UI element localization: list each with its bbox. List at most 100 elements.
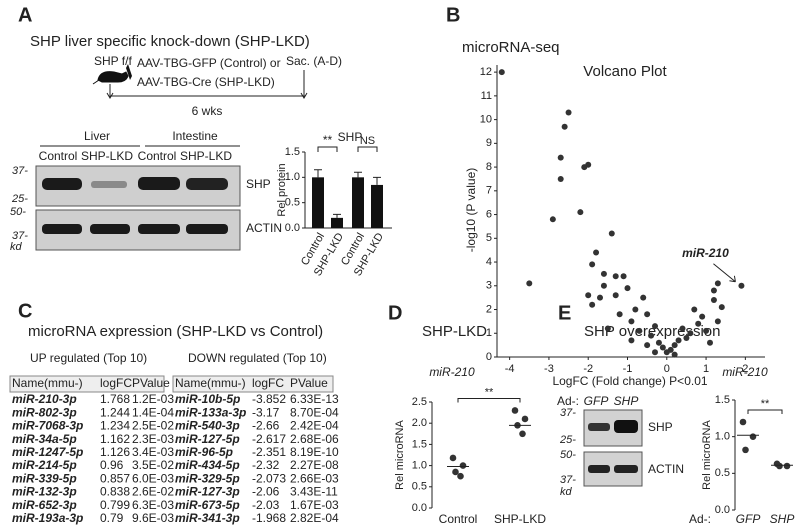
scheme-treatment: AAV-TBG-Cre (SHP-LKD)	[137, 75, 275, 89]
point	[612, 273, 619, 280]
table-cell: 9.6E-03	[132, 511, 174, 525]
y-tick-label: 0.5	[285, 197, 300, 209]
error-bar	[314, 169, 322, 178]
error-bar	[333, 213, 341, 218]
table-cell: 1.162	[100, 432, 130, 446]
table-cell: miR-34a-5p	[12, 432, 77, 446]
table-header-cell: PValue	[132, 376, 170, 390]
point	[616, 311, 623, 318]
table-cell: miR-1247-5p	[12, 445, 83, 459]
table-cell: 3.5E-02	[132, 458, 174, 472]
point	[644, 311, 651, 318]
table-cell: 0.799	[100, 498, 130, 512]
point	[667, 346, 674, 353]
table-cell: -2.351	[252, 445, 286, 459]
band	[588, 423, 610, 431]
bracket	[747, 409, 783, 414]
marker: 37-	[12, 230, 28, 242]
table-cell: -3.852	[252, 392, 286, 406]
panel-title: SHP liver specific knock-down (SHP-LKD)	[30, 33, 310, 50]
table-cell: 1.234	[100, 419, 130, 433]
marker: 50-	[560, 449, 576, 461]
table-cell: 1.768	[100, 392, 130, 406]
panel-label: D	[388, 302, 402, 324]
table-cell: miR-339-5p	[12, 471, 77, 485]
y-tick-label: 10	[480, 114, 492, 126]
point	[710, 297, 717, 304]
table-title: UP regulated (Top 10)	[30, 351, 147, 365]
table-cell: miR-10b-5p	[175, 392, 240, 406]
annotation: **	[323, 133, 333, 147]
table-cell: miR-210-3p	[12, 392, 77, 406]
table-cell: 2.68E-06	[290, 432, 339, 446]
unit: kd	[10, 241, 23, 253]
point	[640, 294, 647, 301]
y-tick-label: 2.0	[412, 417, 427, 429]
point	[644, 342, 651, 349]
table-cell: 0.857	[100, 471, 130, 485]
y-tick-label: 9	[486, 137, 492, 149]
table-header-cell: logFC	[252, 376, 284, 390]
point	[652, 349, 658, 356]
y-axis-label: Rel microRNA	[701, 420, 713, 490]
point	[457, 472, 464, 480]
x-tick-label: SHP-LKD	[494, 512, 546, 526]
bracket	[317, 146, 378, 152]
point	[636, 327, 643, 334]
table-cell: 2.6E-02	[132, 485, 174, 499]
table-cell: -2.617	[252, 432, 286, 446]
point	[589, 301, 596, 308]
table-cell: 1.2E-03	[132, 392, 174, 406]
scheme-end: Sac. (A-D)	[286, 54, 342, 68]
point	[620, 273, 627, 280]
point	[511, 407, 519, 414]
y-tick-label: 1.5	[285, 146, 300, 158]
table-cell: miR-193a-3p	[12, 511, 83, 525]
point	[671, 351, 678, 358]
band-label: SHP	[246, 177, 271, 191]
table-cell: miR-132-3p	[12, 485, 77, 499]
y-tick-label: 8	[486, 161, 492, 173]
point	[557, 154, 564, 161]
chart-title: Volcano Plot	[583, 63, 667, 80]
point	[652, 323, 658, 330]
table-cell: miR-127-5p	[175, 432, 240, 446]
lane-prefix: Ad-:	[557, 394, 579, 408]
point	[687, 330, 694, 337]
point	[718, 304, 725, 311]
error-bar	[354, 171, 362, 178]
y-tick-label: 1.5	[715, 394, 730, 406]
y-tick-label: 0.5	[715, 467, 730, 479]
annotation: NS	[360, 135, 375, 147]
table-cell: -2.073	[252, 471, 286, 485]
lane-label: SHP-LKD	[81, 149, 133, 163]
x-tick-label: Control	[439, 512, 478, 526]
unit: kd	[560, 486, 573, 498]
annotation-arrow	[713, 263, 736, 283]
scheme-mouse: SHP f/f	[94, 54, 132, 68]
point	[498, 69, 505, 76]
point	[604, 325, 611, 332]
marker: 37-	[12, 165, 28, 177]
table-cell: miR-133a-3p	[175, 405, 246, 419]
panel-label: E	[558, 302, 571, 324]
table-cell: 1.4E-04	[132, 405, 174, 419]
bar	[352, 177, 364, 228]
point	[738, 282, 745, 289]
table-cell: miR-214-5p	[12, 458, 77, 472]
point	[659, 344, 666, 351]
marker: 37-	[560, 407, 576, 419]
point	[655, 339, 662, 346]
table-cell: miR-434-5p	[175, 458, 240, 472]
x-tick-label: GFP	[736, 512, 761, 526]
point	[557, 175, 564, 182]
panel-title: SHP-LKD	[422, 323, 487, 340]
table-cell: miR-673-5p	[175, 498, 240, 512]
y-axis-label: -log10 (P value)	[464, 168, 478, 253]
table-header-cell: Name(mmu-)	[175, 376, 246, 390]
y-tick-label: 1.0	[285, 171, 300, 183]
point	[585, 292, 592, 299]
table-cell: miR-96-5p	[175, 445, 233, 459]
point	[742, 446, 749, 454]
bar	[371, 184, 383, 228]
